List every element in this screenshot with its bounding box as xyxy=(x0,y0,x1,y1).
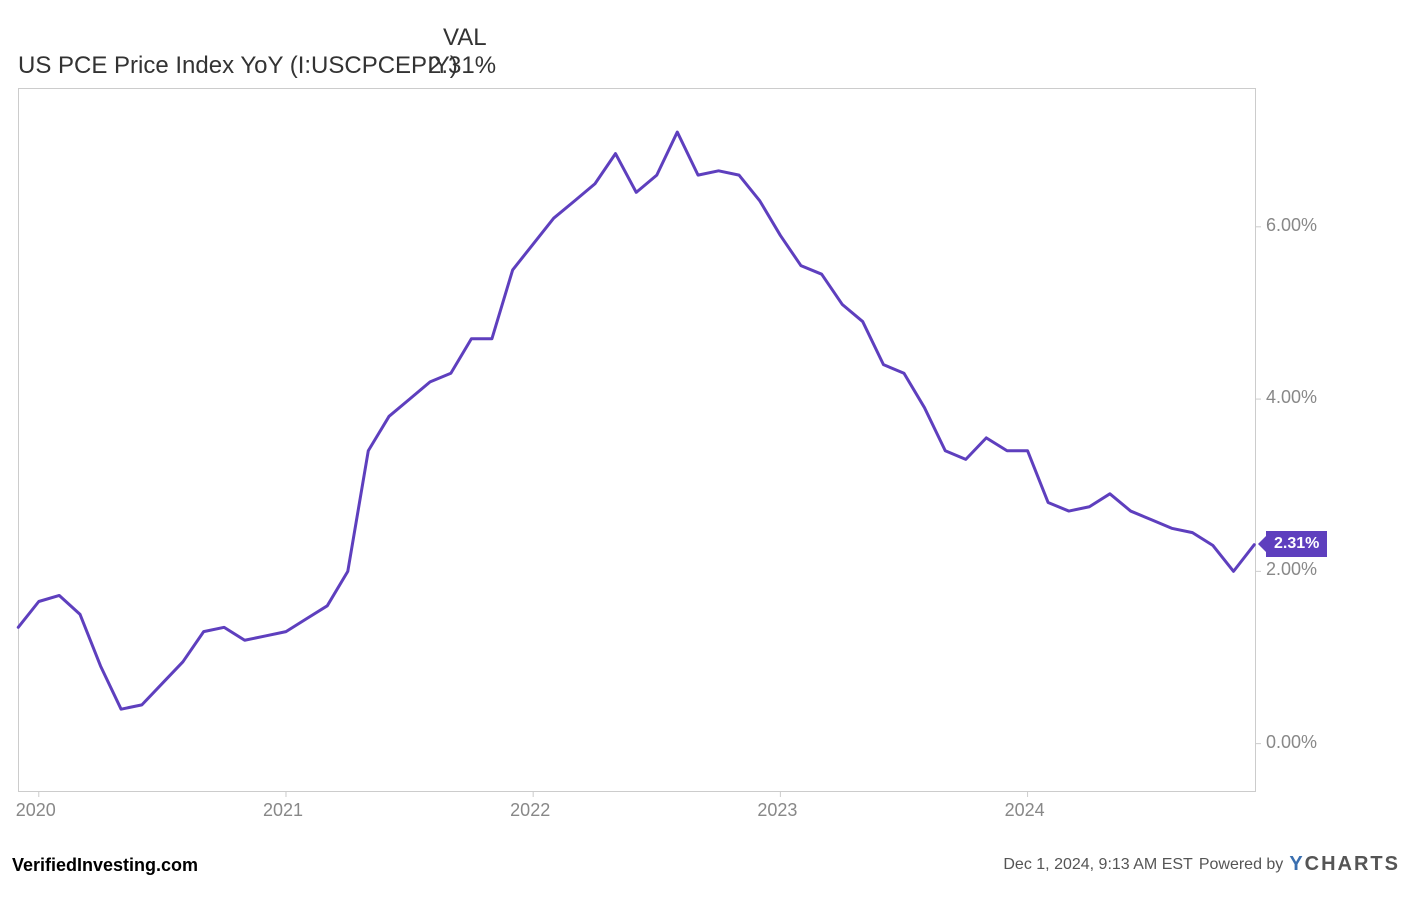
footer-timestamp: Dec 1, 2024, 9:13 AM EST xyxy=(1003,856,1192,874)
current-value: 2.31% xyxy=(428,52,496,80)
x-tick-label: 2022 xyxy=(510,800,550,821)
chart-svg xyxy=(19,89,1255,791)
y-tick-label: 4.00% xyxy=(1266,387,1317,408)
chart-plot-area xyxy=(18,88,1256,792)
last-value-badge: 2.31% xyxy=(1266,531,1327,557)
series-name: US PCE Price Index YoY (I:USCPCEPIY) xyxy=(18,52,458,80)
chart-container: VAL US PCE Price Index YoY (I:USCPCEPIY)… xyxy=(0,0,1412,906)
ycharts-logo-y: Y xyxy=(1289,853,1304,875)
footer-source: VerifiedInvesting.com xyxy=(12,855,198,876)
x-tick-label: 2021 xyxy=(263,800,303,821)
y-tick-label: 0.00% xyxy=(1266,732,1317,753)
footer-powered-by: Powered by xyxy=(1199,856,1284,874)
chart-header: US PCE Price Index YoY (I:USCPCEPIY) xyxy=(18,24,458,80)
ycharts-logo-text: CHARTS xyxy=(1305,853,1400,875)
y-tick-label: 6.00% xyxy=(1266,215,1317,236)
x-tick-label: 2023 xyxy=(757,800,797,821)
x-tick-label: 2020 xyxy=(16,800,56,821)
x-tick-label: 2024 xyxy=(1005,800,1045,821)
footer-attribution: Dec 1, 2024, 9:13 AM EST Powered by YCHA… xyxy=(1003,853,1400,876)
y-tick-label: 2.00% xyxy=(1266,559,1317,580)
ycharts-logo: YCHARTS xyxy=(1289,853,1400,876)
